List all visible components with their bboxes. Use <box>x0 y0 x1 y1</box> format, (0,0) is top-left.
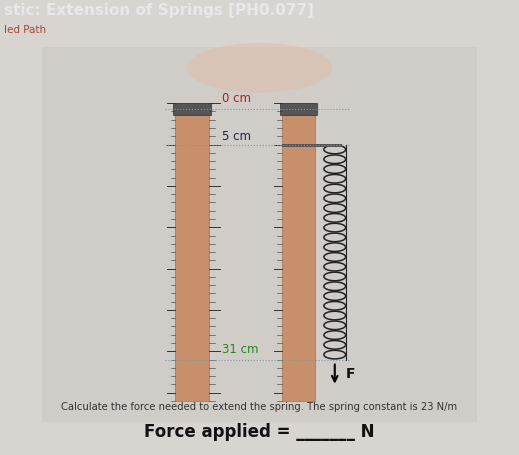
Text: Calculate the force needed to extend the spring. The spring constant is 23 N/m: Calculate the force needed to extend the… <box>61 402 458 412</box>
Bar <box>282 103 315 401</box>
Bar <box>173 103 211 115</box>
Bar <box>282 144 342 147</box>
Ellipse shape <box>187 43 332 93</box>
Text: Force applied = _______ N: Force applied = _______ N <box>144 423 375 441</box>
Bar <box>175 103 209 401</box>
Text: 5 cm: 5 cm <box>222 130 251 142</box>
Text: stic: Extension of Springs [PH0.077]: stic: Extension of Springs [PH0.077] <box>4 3 314 18</box>
Text: 0 cm: 0 cm <box>222 92 251 105</box>
Text: led Path: led Path <box>4 25 46 35</box>
Bar <box>280 103 317 115</box>
Text: 31 cm: 31 cm <box>222 343 258 356</box>
Text: F: F <box>346 367 356 381</box>
Bar <box>42 47 477 422</box>
